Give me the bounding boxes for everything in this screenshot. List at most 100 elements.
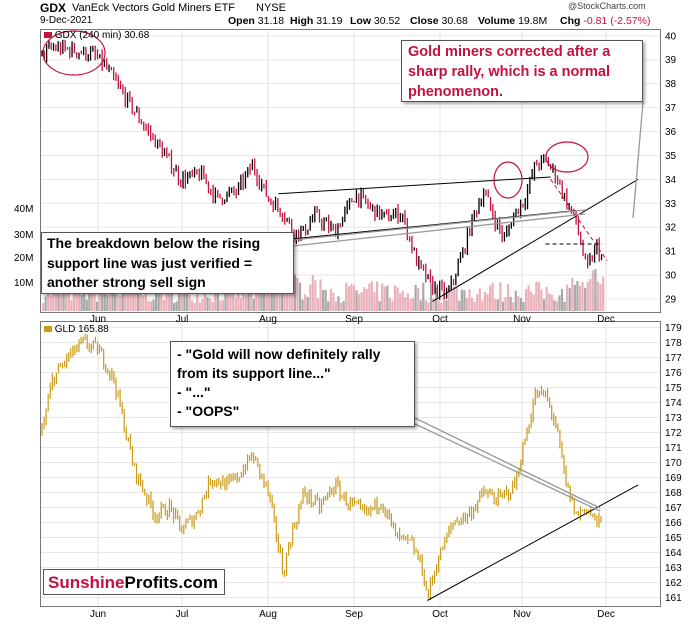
volume-bar (54, 287, 58, 311)
volume-bar (49, 295, 52, 311)
volume-bar (44, 296, 47, 311)
volume-bar (509, 296, 512, 311)
header-date: 9-Dec-2021 (40, 15, 93, 26)
volume-bar (599, 284, 602, 311)
volume-bar (293, 274, 296, 311)
volume-bar (309, 284, 312, 311)
gdx-y-tick-label: 35 (665, 151, 677, 162)
volume-bar (481, 300, 484, 311)
gld-x-tick-label: Jul (176, 609, 189, 620)
volume-bar (129, 289, 132, 311)
volume-bar (244, 295, 248, 311)
volume-bar (440, 302, 443, 311)
gold-leader-1 (414, 417, 601, 509)
volume-bar (216, 292, 219, 311)
volume-bar (391, 300, 394, 311)
nov-highlight-ellipse (545, 141, 589, 173)
volume-bar (342, 300, 345, 311)
gdx-x-tick-label: Jun (90, 314, 106, 325)
volume-bar (558, 295, 561, 311)
volume-bar (404, 297, 407, 311)
volume-bar (149, 301, 153, 311)
volume-bar (121, 289, 124, 311)
volume-bar (563, 301, 566, 311)
volume-bar (596, 281, 600, 311)
volume-bar (77, 282, 81, 311)
volume-bar (137, 287, 140, 311)
volume-bar (378, 301, 381, 311)
ohlc-open: Open 31.18 (228, 15, 285, 27)
volume-bar (119, 295, 122, 311)
ohlc-volume: Volume 19.8M (478, 15, 548, 27)
volume-bar (255, 281, 258, 311)
volume-bar (324, 289, 327, 311)
volume-bar (450, 290, 453, 311)
gld-y-tick-label: 168 (665, 488, 682, 499)
volume-bar (476, 294, 479, 311)
volume-bar (72, 282, 76, 311)
gld-y-tick-label: 177 (665, 353, 682, 364)
volume-bar (537, 281, 541, 311)
gdx-price-series (41, 39, 603, 300)
volume-bar (316, 298, 320, 311)
volume-bar (260, 282, 263, 311)
volume-bar (468, 289, 471, 311)
ohlc-high: High 31.19 (290, 15, 343, 27)
volume-bar (70, 300, 73, 311)
gld-y-tick-label: 175 (665, 383, 682, 394)
volume-bar (463, 290, 466, 311)
volume-bar (196, 288, 199, 311)
volume-bar (519, 298, 523, 311)
volume-bar (262, 288, 266, 311)
gdx-trend-line (278, 176, 551, 195)
volume-bar (116, 294, 119, 311)
volume-bar (594, 269, 597, 311)
volume-bar (340, 302, 343, 311)
gld-y-tick-label: 169 (665, 473, 682, 484)
gld-y-tick-label: 178 (665, 338, 682, 349)
volume-bar (214, 287, 217, 311)
volume-bar (506, 283, 510, 311)
volume-bar (501, 301, 505, 311)
volume-bar (85, 299, 88, 311)
volume-bar (93, 286, 96, 311)
volume-bar (491, 283, 494, 311)
volume-bar (573, 284, 576, 311)
volume-bar (545, 287, 548, 311)
header-exchange: NYSE (256, 2, 286, 14)
volume-bar (345, 282, 348, 311)
volume-bar (108, 288, 111, 311)
volume-bar (553, 300, 556, 311)
gld-x-tick-label: Aug (259, 609, 277, 620)
volume-bar (375, 281, 379, 311)
ohlc-low: Low 30.52 (350, 15, 401, 27)
volume-bar (381, 283, 384, 311)
gdx-legend: GDX (240 min) 30.68 (44, 30, 149, 41)
volume-bar (350, 284, 353, 311)
volume-tick-label: 30M (14, 230, 33, 241)
gld-trend-line (427, 484, 639, 601)
volume-bar (386, 285, 389, 311)
volume-bar (568, 288, 571, 311)
volume-bar (360, 292, 363, 311)
volume-bar (247, 286, 250, 311)
legend-swatch-icon (44, 32, 52, 39)
volume-bar (576, 281, 579, 311)
volume-bar (139, 290, 142, 311)
volume-bar (80, 294, 83, 311)
volume-bar (586, 281, 589, 311)
volume-bar (126, 284, 129, 311)
gold-callout-line-2: - "..." (177, 384, 211, 400)
volume-bar (252, 298, 255, 311)
volume-bar (458, 300, 461, 311)
volume-bar (542, 299, 546, 311)
volume-bar (65, 287, 68, 311)
volume-bar (221, 300, 225, 311)
volume-bar (106, 294, 109, 311)
volume-bar (393, 285, 397, 311)
volume-bar (445, 300, 448, 311)
gold-callout-line-3: - "OOPS" (177, 403, 240, 419)
gld-y-tick-label: 167 (665, 503, 682, 514)
gold-callout: - "Gold will now definitely rally from i… (170, 341, 415, 427)
volume-bar (62, 287, 65, 311)
